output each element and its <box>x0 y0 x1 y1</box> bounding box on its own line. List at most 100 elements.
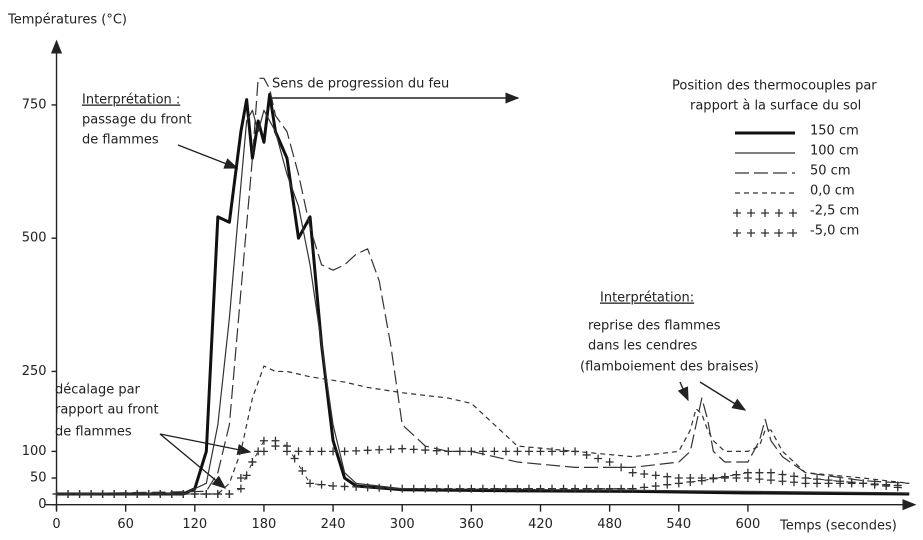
marker <box>432 484 441 493</box>
marker <box>242 471 251 480</box>
marker <box>548 447 557 456</box>
marker <box>789 229 797 237</box>
marker <box>455 447 464 456</box>
marker <box>761 229 769 237</box>
marker <box>559 447 568 456</box>
marker <box>375 483 384 492</box>
marker <box>478 447 487 456</box>
marker <box>548 484 557 493</box>
marker <box>513 447 522 456</box>
x-tick-label: 180 <box>252 517 277 532</box>
annotation: rapport au front <box>55 403 159 418</box>
x-tick-label: 0 <box>52 517 60 532</box>
arrow <box>677 381 689 402</box>
x-tick-label: 480 <box>597 517 622 532</box>
y-tick-label: 50 <box>30 471 47 486</box>
x-tick-label: 120 <box>182 517 207 532</box>
marker <box>790 472 799 481</box>
legend-label: 150 cm <box>810 124 859 139</box>
marker <box>352 446 361 455</box>
legend-label: -5,0 cm <box>810 224 859 239</box>
marker <box>720 472 729 481</box>
marker <box>640 470 649 479</box>
marker <box>582 484 591 493</box>
series-line <box>56 92 910 496</box>
marker <box>501 484 510 493</box>
marker <box>386 484 395 493</box>
marker <box>52 490 61 499</box>
marker <box>271 436 280 445</box>
annotation: dans les cendres <box>588 339 698 354</box>
marker <box>398 484 407 493</box>
marker <box>467 447 476 456</box>
marker <box>733 209 741 217</box>
marker <box>766 468 775 477</box>
annotation: passage du front <box>82 113 192 128</box>
y-tick-label: 500 <box>22 231 47 246</box>
marker <box>490 484 499 493</box>
marker <box>98 490 107 499</box>
marker <box>236 474 245 483</box>
marker <box>789 209 797 217</box>
marker <box>617 463 626 472</box>
marker <box>617 484 626 493</box>
marker <box>363 483 372 492</box>
marker <box>697 476 706 485</box>
marker <box>893 483 902 492</box>
marker <box>536 484 545 493</box>
marker <box>605 484 614 493</box>
marker <box>743 468 752 477</box>
marker <box>536 447 545 456</box>
annotation: de flammes <box>55 425 132 440</box>
marker <box>421 484 430 493</box>
marker <box>755 468 764 477</box>
marker <box>732 470 741 479</box>
marker <box>282 442 291 451</box>
marker <box>582 450 591 459</box>
x-axis-title: Temps (secondes) <box>779 519 897 534</box>
marker <box>651 471 660 480</box>
marker <box>144 490 153 499</box>
x-tick-label: 300 <box>390 517 415 532</box>
marker <box>640 483 649 492</box>
legend-title: rapport à la surface du sol <box>690 99 861 114</box>
annotation: Interprétation : <box>82 93 180 108</box>
marker <box>225 490 234 499</box>
annotation: reprise des flammes <box>588 319 721 334</box>
annotation: (flamboiement des braises) <box>580 360 759 375</box>
marker <box>167 490 176 499</box>
marker <box>455 484 464 493</box>
marker <box>686 478 695 487</box>
marker <box>733 229 741 237</box>
marker <box>824 476 833 485</box>
marker <box>847 478 856 487</box>
marker <box>651 482 660 491</box>
marker <box>290 454 299 463</box>
marker <box>294 447 303 456</box>
marker <box>121 490 130 499</box>
marker <box>87 490 96 499</box>
marker <box>775 209 783 217</box>
marker <box>513 484 522 493</box>
marker <box>674 479 683 488</box>
marker <box>179 490 188 499</box>
marker <box>813 475 822 484</box>
marker <box>306 479 315 488</box>
marker <box>709 474 718 483</box>
marker <box>663 480 672 489</box>
marker <box>375 445 384 454</box>
marker <box>467 484 476 493</box>
x-tick-label: 240 <box>321 517 346 532</box>
marker <box>298 466 307 475</box>
marker <box>801 474 810 483</box>
legend-label: 50 cm <box>810 164 851 179</box>
marker <box>747 229 755 237</box>
marker <box>594 454 603 463</box>
marker <box>571 447 580 456</box>
marker <box>766 476 775 485</box>
marker <box>628 484 637 493</box>
arrow <box>177 144 239 169</box>
marker <box>254 447 263 456</box>
marker <box>663 472 672 481</box>
